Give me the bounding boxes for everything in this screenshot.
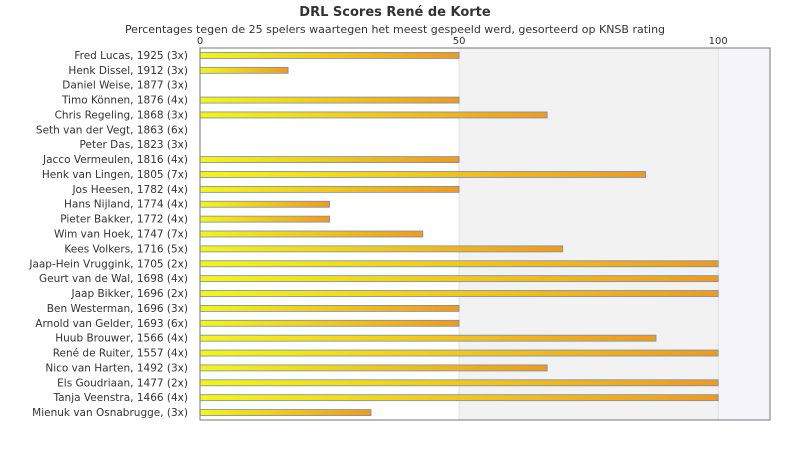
category-label: Jaap-Hein Vruggink, 1705 (2x) xyxy=(28,258,188,270)
bar xyxy=(199,260,719,268)
category-label: Mienuk van Osnabrugge, (3x) xyxy=(32,407,188,419)
x-tick-label: 50 xyxy=(453,36,466,47)
category-label: Daniel Weise, 1877 (3x) xyxy=(62,80,188,92)
category-label: Wim van Hoek, 1747 (7x) xyxy=(54,229,188,241)
bar xyxy=(199,96,460,104)
bar xyxy=(199,171,647,178)
bar xyxy=(199,379,719,387)
category-label: Chris Regeling, 1868 (3x) xyxy=(55,109,188,121)
bar xyxy=(199,349,719,357)
plot-band-1 xyxy=(459,48,719,420)
category-label: Henk van Lingen, 1805 (7x) xyxy=(42,169,188,181)
bar xyxy=(199,275,719,283)
bar xyxy=(199,52,460,59)
bar xyxy=(199,290,719,297)
chart-subtitle: Percentages tegen de 25 spelers waartege… xyxy=(125,23,665,36)
bar xyxy=(199,156,460,164)
category-label: Geurt van de Wal, 1698 (4x) xyxy=(39,273,188,285)
category-label: Jaap Bikker, 1696 (2x) xyxy=(71,288,188,300)
bars xyxy=(199,52,719,416)
category-label: Arnold van Gelder, 1693 (6x) xyxy=(35,318,188,330)
bar xyxy=(199,364,548,372)
x-axis-ticks: 0 50 100 xyxy=(197,36,728,47)
category-label: Seth van der Vegt, 1863 (6x) xyxy=(36,124,188,136)
category-label: Henk Dissel, 1912 (3x) xyxy=(68,65,188,77)
category-label: Jos Heesen, 1782 (4x) xyxy=(71,184,188,196)
category-label: Timo Können, 1876 (4x) xyxy=(61,95,188,107)
bar xyxy=(199,334,657,342)
bar xyxy=(199,66,289,74)
category-label: Huub Brouwer, 1566 (4x) xyxy=(55,333,188,345)
category-label: René de Ruiter, 1557 (4x) xyxy=(53,348,188,360)
category-label: Els Goudriaan, 1477 (2x) xyxy=(57,377,188,389)
category-label: Kees Volkers, 1716 (5x) xyxy=(64,243,188,255)
category-label: Jacco Vermeulen, 1816 (4x) xyxy=(42,154,188,166)
bar xyxy=(199,304,460,312)
bar xyxy=(199,215,330,223)
gridlines xyxy=(458,48,719,420)
category-label: Pieter Bakker, 1772 (4x) xyxy=(60,214,188,226)
bar xyxy=(199,409,372,416)
bar xyxy=(199,111,548,119)
bar xyxy=(199,319,460,327)
category-labels: Fred Lucas, 1925 (3x) Henk Dissel, 1912 (… xyxy=(28,50,188,419)
bar xyxy=(199,394,719,402)
category-label: Peter Das, 1823 (3x) xyxy=(80,139,188,151)
x-tick-label: 0 xyxy=(197,36,203,47)
bar xyxy=(199,185,460,193)
bar xyxy=(199,245,564,253)
category-label: Tanja Veenstra, 1466 (4x) xyxy=(52,392,188,404)
bar xyxy=(199,200,330,208)
x-tick-label: 100 xyxy=(709,36,728,47)
category-label: Nico van Harten, 1492 (3x) xyxy=(45,362,188,374)
chart-title: DRL Scores René de Korte xyxy=(299,5,491,20)
category-label: Ben Westerman, 1696 (3x) xyxy=(47,303,188,315)
plot-frame xyxy=(199,47,771,421)
category-label: Hans Nijland, 1774 (4x) xyxy=(64,199,188,211)
category-label: Fred Lucas, 1925 (3x) xyxy=(74,50,188,62)
bar xyxy=(199,230,424,238)
plot-band-2 xyxy=(718,48,770,420)
